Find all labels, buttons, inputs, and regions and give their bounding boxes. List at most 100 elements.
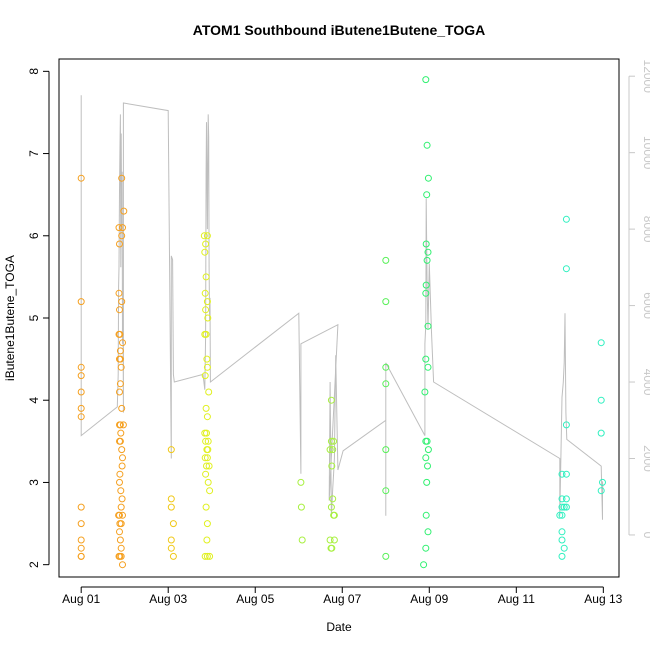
x-tick-label: Aug 03: [149, 592, 187, 606]
data-point: [560, 503, 568, 511]
data-point: [201, 289, 209, 297]
data-point: [558, 552, 566, 560]
data-point: [327, 503, 335, 511]
data-point: [562, 265, 570, 273]
data-point: [116, 528, 123, 536]
data-point: [77, 363, 85, 371]
data-point: [562, 215, 570, 223]
data-point: [202, 330, 210, 338]
data-point: [297, 478, 305, 486]
data-point: [423, 191, 431, 199]
x-tick-label: Aug 07: [323, 592, 361, 606]
data-point: [597, 339, 605, 347]
data-point: [116, 330, 124, 338]
data-point: [117, 429, 125, 437]
x-tick-label: Aug 11: [498, 592, 535, 606]
data-point: [116, 437, 124, 445]
data-point: [115, 289, 123, 297]
data-point: [422, 511, 430, 519]
data-point: [118, 462, 126, 470]
data-point: [330, 437, 338, 445]
data-point: [116, 511, 123, 519]
data-point: [203, 355, 211, 363]
data-point: [382, 256, 390, 264]
data-point: [167, 544, 175, 552]
data-point: [202, 240, 210, 248]
data-point: [77, 413, 85, 421]
data-point: [116, 240, 123, 248]
data-point: [382, 487, 390, 495]
data-point: [116, 421, 124, 429]
data-point: [562, 421, 570, 429]
data-point: [424, 363, 432, 371]
data-point: [424, 322, 432, 330]
data-point: [116, 355, 124, 363]
y-axis-label: iButene1Butene_TOGA: [3, 255, 17, 381]
data-point: [115, 224, 123, 232]
data-point: [203, 520, 211, 528]
data-point: [117, 487, 125, 495]
data-point: [562, 470, 570, 478]
y2-tick-label: 8000: [641, 216, 650, 243]
data-point: [204, 314, 212, 322]
data-point: [119, 339, 126, 347]
data-point: [77, 372, 85, 380]
y2-tick-label: 4000: [641, 369, 650, 396]
data-point: [330, 536, 338, 544]
data-point: [116, 306, 123, 314]
data-point: [597, 396, 605, 404]
y-tick-label: 6: [27, 232, 41, 239]
data-point: [77, 404, 85, 412]
data-point: [558, 495, 566, 503]
data-point: [297, 503, 305, 511]
data-point: [77, 544, 85, 552]
data-point: [167, 536, 175, 544]
data-point: [424, 248, 432, 256]
y-tick-label: 3: [27, 479, 41, 486]
x-tick-label: Aug 13: [584, 592, 622, 606]
data-point: [424, 528, 432, 536]
data-point: [118, 404, 126, 412]
data-point: [203, 413, 211, 421]
data-point: [206, 487, 214, 495]
altitude-trace: [80, 95, 604, 520]
data-point: [597, 487, 605, 495]
data-point: [330, 511, 338, 519]
data-point: [169, 520, 177, 528]
data-point: [77, 503, 85, 511]
data-point: [201, 552, 209, 560]
data-point: [203, 429, 210, 437]
data-point: [118, 446, 126, 454]
data-point: [202, 404, 210, 412]
right-y-axis: 0 2000 4000 6000 8000 10000 12000: [628, 60, 650, 539]
data-point: [118, 174, 126, 182]
data-point: [202, 273, 210, 281]
data-point: [422, 355, 430, 363]
data-point: [118, 298, 126, 306]
y-tick-label: 4: [27, 397, 41, 404]
data-point: [119, 224, 126, 232]
data-point: [597, 429, 605, 437]
data-point: [382, 446, 390, 454]
data-point: [201, 454, 209, 462]
data-point: [560, 544, 568, 552]
data-point: [422, 240, 430, 248]
x-tick-label: Aug 05: [236, 592, 274, 606]
data-point: [599, 478, 606, 486]
data-point: [200, 232, 208, 240]
y-tick-label: 5: [27, 314, 41, 321]
data-point: [558, 528, 566, 536]
data-point: [562, 503, 570, 511]
data-point: [169, 552, 177, 560]
data-point: [116, 347, 124, 355]
x-tick-label: Aug 01: [62, 592, 100, 606]
y2-tick-label: 12000: [641, 60, 650, 94]
data-point: [203, 552, 211, 560]
data-point: [422, 76, 430, 84]
data-point: [421, 388, 429, 396]
data-point: [203, 536, 211, 544]
y2-tick-label: 0: [641, 532, 650, 539]
data-point: [118, 495, 126, 503]
data-point: [558, 470, 566, 478]
